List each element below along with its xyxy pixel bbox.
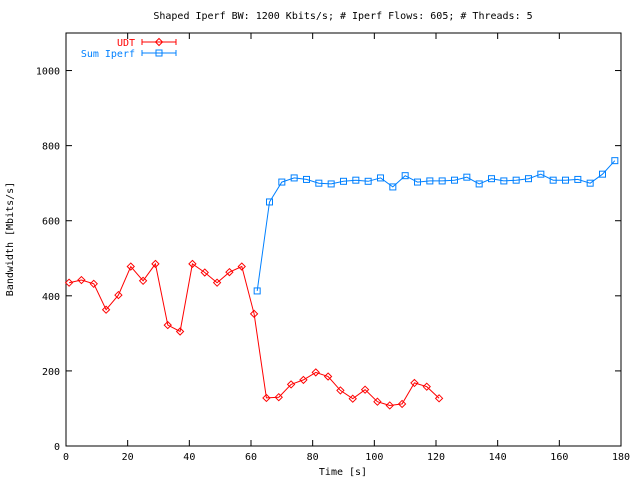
x-axis-label: Time [s] bbox=[319, 467, 367, 478]
data-point-sum-iperf bbox=[303, 175, 310, 183]
data-point-sum-iperf bbox=[364, 177, 372, 185]
x-tick-label: 40 bbox=[183, 452, 195, 463]
data-point-udt bbox=[373, 397, 382, 406]
data-point-sum-iperf bbox=[327, 180, 335, 188]
plot-frame bbox=[65, 32, 622, 447]
y-tick-label: 200 bbox=[42, 367, 60, 378]
x-tick-label: 80 bbox=[307, 452, 319, 463]
data-point-sum-iperf bbox=[389, 183, 397, 191]
data-point-udt bbox=[434, 394, 444, 403]
data-point-udt bbox=[126, 262, 135, 271]
y-tick-label: 800 bbox=[42, 142, 60, 153]
x-axis: 0 20 40 60 80 100 120 140 160 180 bbox=[63, 33, 630, 463]
data-point-sum-iperf bbox=[426, 177, 434, 185]
data-point-udt bbox=[397, 399, 407, 409]
data-point-sum-iperf bbox=[438, 177, 446, 185]
data-point-sum-iperf bbox=[537, 170, 545, 178]
data-point-sum-iperf bbox=[278, 178, 286, 186]
data-point-udt bbox=[274, 392, 283, 402]
data-point-sum-iperf bbox=[525, 175, 532, 183]
series-line-sum-iperf bbox=[256, 160, 616, 291]
data-point-udt bbox=[237, 262, 246, 271]
series-udt bbox=[64, 259, 444, 410]
series-sum-iperf bbox=[253, 157, 619, 295]
data-point-udt bbox=[422, 382, 431, 391]
legend-marker-udt bbox=[154, 37, 164, 47]
x-tick-label: 160 bbox=[550, 452, 568, 463]
data-point-udt bbox=[151, 259, 160, 269]
data-point-sum-iperf bbox=[340, 177, 347, 185]
data-point-sum-iperf bbox=[401, 172, 409, 180]
data-point-udt bbox=[323, 372, 333, 381]
data-point-udt bbox=[262, 393, 271, 403]
data-point-sum-iperf bbox=[549, 176, 557, 184]
data-point-udt bbox=[175, 327, 185, 336]
data-point-sum-iperf bbox=[500, 177, 508, 185]
legend-label-sum-iperf: Sum Iperf bbox=[81, 49, 135, 60]
data-point-udt bbox=[348, 394, 357, 403]
data-point-sum-iperf bbox=[414, 178, 421, 186]
data-point-sum-iperf bbox=[611, 157, 619, 165]
data-point-sum-iperf bbox=[574, 175, 582, 183]
data-point-udt bbox=[101, 305, 111, 314]
x-tick-label: 100 bbox=[365, 452, 383, 463]
legend-label-udt: UDT bbox=[117, 38, 135, 49]
data-point-udt bbox=[225, 267, 234, 277]
data-point-udt bbox=[311, 368, 320, 377]
data-point-sum-iperf bbox=[586, 179, 594, 187]
x-tick-label: 120 bbox=[427, 452, 445, 463]
data-point-sum-iperf bbox=[599, 170, 606, 178]
data-point-udt bbox=[360, 385, 370, 394]
y-tick-label: 1000 bbox=[36, 67, 60, 78]
x-tick-label: 0 bbox=[63, 452, 69, 463]
x-tick-label: 60 bbox=[245, 452, 257, 463]
data-point-udt bbox=[89, 279, 98, 289]
data-point-sum-iperf bbox=[451, 176, 458, 184]
data-point-udt bbox=[77, 275, 86, 285]
data-point-udt bbox=[385, 401, 394, 410]
data-point-udt bbox=[410, 378, 419, 388]
data-point-sum-iperf bbox=[512, 176, 520, 184]
series-line-udt bbox=[68, 262, 440, 407]
data-point-sum-iperf bbox=[463, 173, 471, 181]
legend-marker-sum-iperf bbox=[155, 49, 163, 57]
data-point-udt bbox=[64, 278, 74, 287]
data-point-sum-iperf bbox=[352, 176, 360, 184]
data-point-sum-iperf bbox=[266, 198, 273, 206]
y-tick-label: 0 bbox=[54, 442, 60, 453]
chart-title: Shaped Iperf BW: 1200 Kbits/s; # Iperf F… bbox=[153, 11, 532, 22]
data-point-sum-iperf bbox=[562, 176, 569, 184]
data-point-udt bbox=[138, 276, 148, 286]
data-point-sum-iperf bbox=[488, 175, 495, 183]
data-point-sum-iperf bbox=[475, 180, 483, 188]
data-point-udt bbox=[299, 375, 308, 385]
data-point-udt bbox=[114, 290, 123, 300]
data-point-sum-iperf bbox=[290, 174, 298, 182]
data-point-sum-iperf bbox=[377, 174, 384, 182]
data-point-udt bbox=[336, 386, 345, 395]
series-layer bbox=[64, 157, 619, 410]
x-tick-label: 140 bbox=[489, 452, 507, 463]
y-tick-label: 400 bbox=[42, 292, 60, 303]
data-point-udt bbox=[249, 309, 259, 319]
data-point-udt bbox=[212, 278, 222, 287]
data-point-udt bbox=[200, 268, 209, 277]
data-point-udt bbox=[188, 259, 197, 269]
x-tick-label: 20 bbox=[122, 452, 134, 463]
data-point-udt bbox=[286, 380, 296, 389]
y-axis-label: Bandwidth [Mbits/s] bbox=[5, 182, 16, 296]
data-point-sum-iperf bbox=[253, 287, 261, 295]
x-tick-label: 180 bbox=[612, 452, 630, 463]
data-point-sum-iperf bbox=[315, 179, 323, 187]
data-point-udt bbox=[163, 320, 172, 330]
y-tick-label: 600 bbox=[42, 217, 60, 228]
y-axis: 0 200 400 600 800 1000 bbox=[36, 67, 621, 453]
